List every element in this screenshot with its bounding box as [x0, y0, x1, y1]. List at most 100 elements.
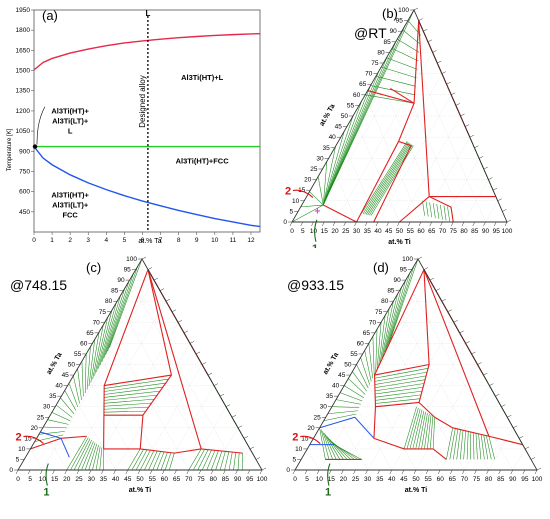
bottom-tick-mark	[317, 470, 319, 474]
tie-line	[476, 433, 477, 459]
bottom-tick-mark	[475, 470, 477, 474]
panel-label: (b)	[382, 6, 398, 21]
phase-boundaries	[323, 21, 496, 222]
bottom-tick-mark	[312, 222, 314, 226]
tie-line	[327, 436, 344, 459]
right-tick-mark	[501, 405, 505, 407]
tie-line	[100, 296, 120, 366]
tie-line	[81, 441, 93, 470]
tie-line	[363, 142, 408, 214]
bottom-tick-label: 85	[222, 476, 230, 483]
left-tick-label: 20	[307, 425, 315, 432]
bottom-tick-mark	[28, 470, 30, 474]
tie-line	[422, 201, 424, 216]
right-tick-mark	[447, 82, 451, 84]
bottom-tick-mark	[390, 470, 392, 474]
left-tick-label: 100	[126, 256, 137, 263]
tie-line	[375, 380, 425, 388]
right-tick-mark	[160, 289, 164, 291]
phase-boundary	[357, 141, 399, 222]
bottom-tick-mark	[138, 470, 140, 474]
bottom-tick-mark	[187, 470, 189, 474]
right-tick-mark	[519, 436, 523, 438]
bottom-tick-mark	[378, 470, 380, 474]
right-tick-mark	[493, 188, 497, 190]
bottom-tick-mark	[505, 222, 507, 226]
tie-line	[376, 76, 416, 86]
right-tick-mark	[428, 40, 432, 42]
x-tick-label: 3	[86, 237, 90, 244]
tie-line	[323, 146, 335, 205]
right-tick-mark	[418, 257, 422, 259]
bottom-tick-label: 0	[293, 476, 297, 483]
grid-line	[332, 407, 368, 470]
left-tick-label: 100	[398, 7, 409, 14]
tie-line	[479, 434, 481, 460]
left-tick-label: 60	[80, 340, 88, 347]
right-tick-mark	[226, 405, 230, 407]
right-tick-mark	[537, 468, 541, 470]
tie-line	[376, 329, 377, 371]
designed-alloy-top-label: L	[145, 9, 150, 18]
bottom-tick-label: 75	[197, 476, 205, 483]
left-tick-label: 55	[350, 351, 358, 358]
left-tick-label: 100	[402, 256, 413, 263]
bottom-tick-mark	[366, 470, 368, 474]
tie-line	[229, 452, 232, 470]
tie-line	[324, 414, 357, 421]
bottom-tick-mark	[376, 222, 378, 226]
left-tick-label: 35	[326, 393, 334, 400]
tie-line	[481, 434, 484, 459]
bottom-tick-mark	[344, 222, 346, 226]
bottom-tick-mark	[126, 470, 128, 474]
left-tick-label: 90	[393, 277, 401, 284]
bottom-tick-mark	[419, 222, 421, 226]
tie-line	[433, 417, 435, 449]
bottom-tick-mark	[511, 470, 513, 474]
tie-line	[340, 393, 362, 401]
right-tick-mark	[466, 341, 470, 343]
bottom-tick-label: 55	[424, 476, 432, 483]
left-tick-label: 30	[320, 404, 328, 411]
bottom-tick-label: 10	[316, 476, 324, 483]
tie-line	[365, 143, 410, 214]
bottom-tick-mark	[450, 470, 452, 474]
bottom-tick-label: 60	[417, 228, 425, 235]
bottom-tick-mark	[89, 470, 91, 474]
tie-line	[74, 439, 90, 470]
bottom-tick-label: 70	[439, 228, 447, 235]
right-tick-mark	[262, 468, 266, 470]
right-tick-mark	[148, 268, 152, 270]
tie-line	[82, 361, 83, 396]
bottom-tick-label: 95	[521, 476, 529, 483]
grid-line	[164, 386, 214, 470]
left-tick-label: 65	[86, 330, 94, 337]
right-tick-mark	[433, 50, 437, 52]
tie-line	[73, 376, 79, 404]
bottom-tick-label: 20	[340, 476, 348, 483]
x-tick-label: 11	[230, 237, 237, 244]
phase-boundary	[30, 438, 61, 449]
left-tick-label: 40	[55, 383, 63, 390]
left-tick-label: 50	[68, 362, 76, 369]
bottom-tick-mark	[535, 470, 537, 474]
bottom-tick-mark	[494, 222, 496, 226]
phase-boundary	[61, 436, 87, 438]
tie-line	[464, 431, 466, 460]
tie-line	[153, 451, 161, 470]
tie-line	[375, 387, 423, 394]
right-tick-mark	[414, 8, 418, 10]
tie-line	[489, 436, 495, 459]
y-tick-label: 1950	[16, 7, 31, 14]
right-tick-mark	[232, 415, 236, 417]
bottom-tick-label: 85	[471, 228, 479, 235]
tie-line	[48, 420, 69, 425]
left-tick-label: 95	[400, 267, 408, 274]
left-tick-label: 65	[363, 330, 371, 337]
phase-boundary	[424, 270, 489, 437]
right-tick-mark	[184, 331, 188, 333]
left-tick-label: 80	[381, 298, 389, 305]
bottom-tick-label: 80	[485, 476, 493, 483]
